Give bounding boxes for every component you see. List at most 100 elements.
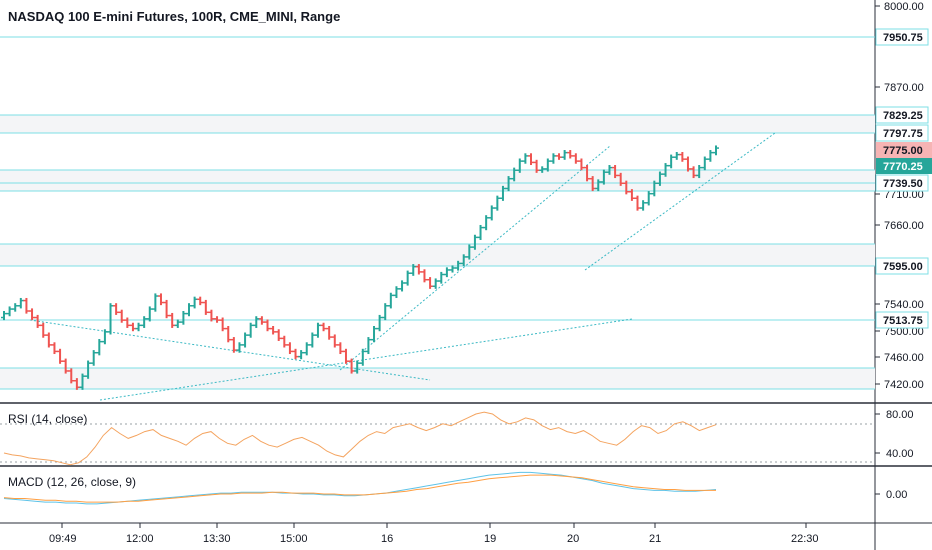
rsi-tick-1: 40.00 [886,448,914,460]
price-bar [662,163,669,177]
price-bar [561,150,568,160]
price-bar [690,166,697,179]
price-bar [696,165,703,179]
price-bar [326,325,333,340]
level-label-bg-2 [875,124,929,142]
time-label-1: 12:00 [126,533,154,545]
price-axis[interactable]: 8000.00 7870.00 7710.00 7660.00 7540.00 … [875,1,924,391]
trend-line-3[interactable] [339,145,611,371]
price-bar [73,378,80,390]
price-bar [522,153,529,164]
trend-line-2[interactable] [99,318,633,401]
price-bar [589,176,596,192]
last-price-tag-green [876,158,932,174]
price-bar [163,299,170,319]
price-bar [214,316,221,323]
price-bar [247,322,254,338]
price-bar [270,325,277,335]
level-band-2 [0,244,875,266]
time-label-5: 19 [484,533,496,545]
price-bar [640,200,647,211]
price-bar [45,332,52,348]
price-bar [533,159,540,173]
price-bar [410,264,417,276]
level-label-bg-4 [875,257,929,275]
rsi-line [3,411,717,466]
macd-pane[interactable] [3,471,717,505]
level-label-0: 7950.75 [883,32,923,44]
price-bar [466,244,473,260]
price-bar [511,167,518,182]
price-bar [612,165,619,179]
price-bar [34,314,41,328]
level-band-1 [0,170,875,191]
price-bar [202,299,209,315]
price-bar [572,153,579,164]
price-bar [191,296,198,309]
rsi-label[interactable]: RSI (14, close) [8,412,88,426]
price-bar [584,165,591,182]
level-label-bg-0 [875,28,929,46]
price-bar [113,303,120,315]
price-bar [365,337,372,355]
time-label-4: 16 [381,533,393,545]
price-tick-7: 7420.00 [884,379,924,391]
time-axis[interactable]: 09:49 12:00 13:30 15:00 16 19 20 21 22:3… [49,523,819,545]
price-bar [595,179,602,192]
trend-line-1[interactable] [29,319,431,381]
price-bar [275,329,282,341]
price-bar [455,260,462,271]
price-bar [634,195,641,211]
price-bar [505,176,512,192]
time-label-8: 22:30 [791,533,819,545]
price-bar [713,145,719,156]
price-bar [443,267,450,278]
price-bar [169,312,176,328]
level-lines[interactable] [0,36,875,390]
price-bar [399,280,406,292]
price-bar [387,292,394,309]
level-labels[interactable]: 7950.75 7829.25 7797.75 7775.00 7770.25 … [875,28,932,329]
price-bar [628,189,635,201]
price-tick-5: 7500.00 [884,326,924,338]
price-bar [544,158,551,172]
price-bar [499,185,506,201]
price-bar [617,172,624,186]
price-bar [129,322,136,332]
price-bar [494,195,501,211]
rsi-pane[interactable] [0,411,875,466]
price-bar [157,293,164,306]
price-bar [40,322,47,338]
price-bar [85,360,92,379]
price-bar [107,303,114,335]
level-bands [0,115,875,389]
trend-lines[interactable] [29,132,776,401]
chart-title[interactable]: NASDAQ 100 E-mini Futures, 100R, CME_MIN… [8,9,341,24]
last-price-green: 7770.25 [883,161,923,173]
price-bar [359,348,366,366]
trend-line-4[interactable] [584,132,776,271]
price-bar [539,166,546,173]
price-tick-0: 8000.00 [884,1,924,13]
price-bar [679,151,686,162]
level-label-bg-3 [875,174,929,192]
price-tick-4: 7540.00 [884,299,924,311]
price-bar [135,322,142,332]
price-bar [550,153,557,164]
price-bar [314,322,321,338]
price-bar [197,296,204,306]
price-bar [309,332,316,348]
macd-label[interactable]: MACD (12, 26, close, 9) [8,475,137,489]
price-bar [421,269,428,283]
price-bar [303,342,310,356]
price-bar [1,311,7,321]
price-bars[interactable] [1,145,719,390]
price-bar [146,306,153,322]
price-bar [684,156,691,172]
price-bar [354,360,361,374]
price-bar [337,342,344,355]
price-bar [258,316,265,325]
price-bar [286,342,293,355]
